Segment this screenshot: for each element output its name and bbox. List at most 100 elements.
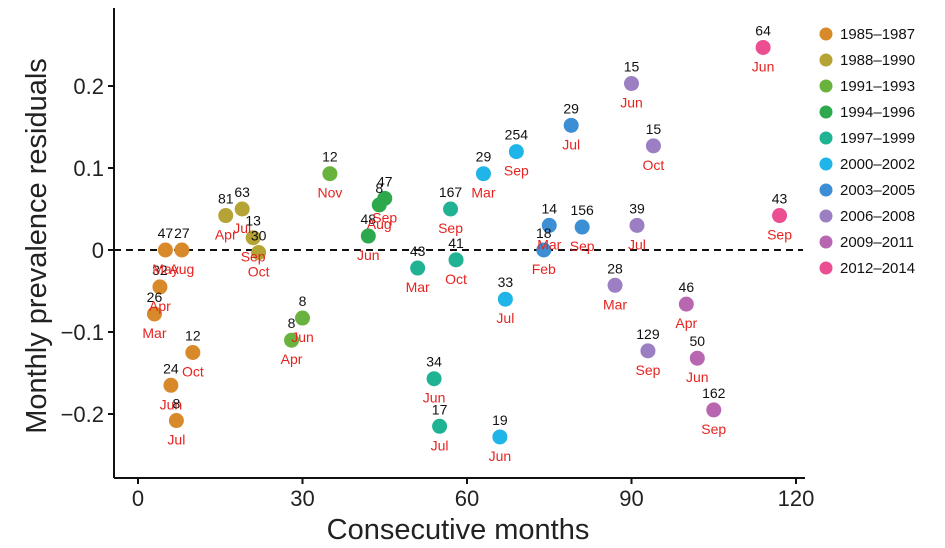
data-point xyxy=(322,166,338,182)
month-label: Aug xyxy=(367,216,392,232)
y-tick-label: 0 xyxy=(92,238,104,263)
month-label: Sep xyxy=(635,362,660,378)
sample-size-label: 34 xyxy=(426,354,442,370)
month-label: Sep xyxy=(504,163,529,179)
month-label: Nov xyxy=(317,185,342,201)
y-tick-label: −0.1 xyxy=(61,320,104,345)
sample-size-label: 46 xyxy=(679,279,695,295)
data-point xyxy=(218,208,234,224)
sample-size-label: 47 xyxy=(377,173,393,189)
legend-swatch xyxy=(819,53,833,67)
month-label: Mar xyxy=(142,325,166,341)
sample-size-label: 43 xyxy=(772,191,788,207)
sample-size-label: 43 xyxy=(410,243,426,259)
data-point xyxy=(168,413,184,429)
data-point xyxy=(508,144,524,160)
month-label: Jul xyxy=(167,432,185,448)
sample-size-label: 27 xyxy=(174,225,190,241)
data-point xyxy=(645,138,661,154)
month-label: Mar xyxy=(537,236,561,252)
sample-size-label: 254 xyxy=(505,127,529,143)
sample-size-label: 50 xyxy=(690,333,706,349)
month-label: Oct xyxy=(643,157,665,173)
month-label: Jun xyxy=(752,58,775,74)
month-label: May xyxy=(152,261,178,277)
sample-size-label: 17 xyxy=(432,401,448,417)
month-label: Aug xyxy=(169,261,194,277)
sample-size-label: 63 xyxy=(234,184,250,200)
sample-size-label: 24 xyxy=(163,360,179,376)
month-label: Jul xyxy=(628,236,646,252)
legend-label: 2012–2014 xyxy=(840,260,915,277)
y-axis-title: Monthly prevalence residuals xyxy=(21,58,53,434)
y-tick-label: −0.2 xyxy=(61,402,104,427)
data-point xyxy=(755,39,771,55)
x-tick-label: 0 xyxy=(132,486,144,511)
legend-swatch xyxy=(819,235,833,249)
sample-size-label: 18 xyxy=(536,225,552,241)
sample-size-label: 129 xyxy=(636,326,660,342)
data-point xyxy=(689,350,705,366)
x-tick-label: 90 xyxy=(619,486,643,511)
legend-swatch xyxy=(819,27,833,41)
month-label: Jun xyxy=(686,369,709,385)
sample-size-label: 26 xyxy=(147,289,163,305)
month-label: Jun xyxy=(160,396,183,412)
data-point xyxy=(624,76,639,92)
data-point xyxy=(443,201,459,217)
sample-size-label: 33 xyxy=(498,274,514,290)
data-point xyxy=(174,242,190,258)
data-point xyxy=(234,201,250,217)
legend-label: 1994–1996 xyxy=(840,104,915,121)
data-point xyxy=(360,228,376,244)
legend-swatch xyxy=(819,261,833,275)
legend-swatch xyxy=(819,105,833,119)
sample-size-label: 8 xyxy=(299,293,307,309)
data-point xyxy=(432,418,448,434)
month-label: Mar xyxy=(603,296,627,312)
data-point xyxy=(563,117,579,133)
month-label: Jul xyxy=(562,136,580,152)
data-point xyxy=(536,242,552,258)
legend-swatch xyxy=(819,79,833,93)
x-tick-label: 30 xyxy=(290,486,314,511)
month-label: Sep xyxy=(372,209,397,225)
x-axis-title: Consecutive months xyxy=(327,514,590,546)
data-point xyxy=(607,277,623,293)
legend-swatch xyxy=(819,209,833,223)
data-point xyxy=(448,252,464,268)
data-point xyxy=(284,332,300,348)
legend-swatch xyxy=(819,183,833,197)
data-point xyxy=(772,208,788,224)
sample-size-label: 28 xyxy=(607,260,623,276)
sample-size-label: 8 xyxy=(375,180,383,196)
sample-size-label: 29 xyxy=(563,100,579,116)
sample-size-label: 15 xyxy=(624,59,640,75)
data-point xyxy=(678,296,694,312)
sample-size-label: 8 xyxy=(288,315,296,331)
sample-size-label: 29 xyxy=(476,149,492,165)
sample-size-label: 12 xyxy=(322,149,338,165)
legend-label: 1985–1987 xyxy=(840,26,915,43)
month-label: Oct xyxy=(445,271,467,287)
data-point xyxy=(426,371,442,387)
legend-label: 1988–1990 xyxy=(840,52,915,69)
data-point xyxy=(152,279,168,295)
data-point xyxy=(492,429,508,445)
data-point xyxy=(163,377,179,393)
month-label: Jul xyxy=(233,220,251,236)
legend-swatch xyxy=(819,157,833,171)
month-label: Apr xyxy=(281,351,303,367)
month-label: Jun xyxy=(291,329,314,345)
data-point xyxy=(410,260,426,276)
y-tick-label: 0.1 xyxy=(73,156,104,181)
data-point xyxy=(146,306,162,322)
sample-size-label: 48 xyxy=(361,211,377,227)
sample-size-label: 30 xyxy=(251,227,267,243)
data-point xyxy=(377,190,393,206)
month-label: Oct xyxy=(182,364,204,380)
data-point xyxy=(157,242,173,258)
data-point xyxy=(295,310,310,326)
month-label: Jun xyxy=(423,390,446,406)
sample-size-label: 81 xyxy=(218,191,234,207)
